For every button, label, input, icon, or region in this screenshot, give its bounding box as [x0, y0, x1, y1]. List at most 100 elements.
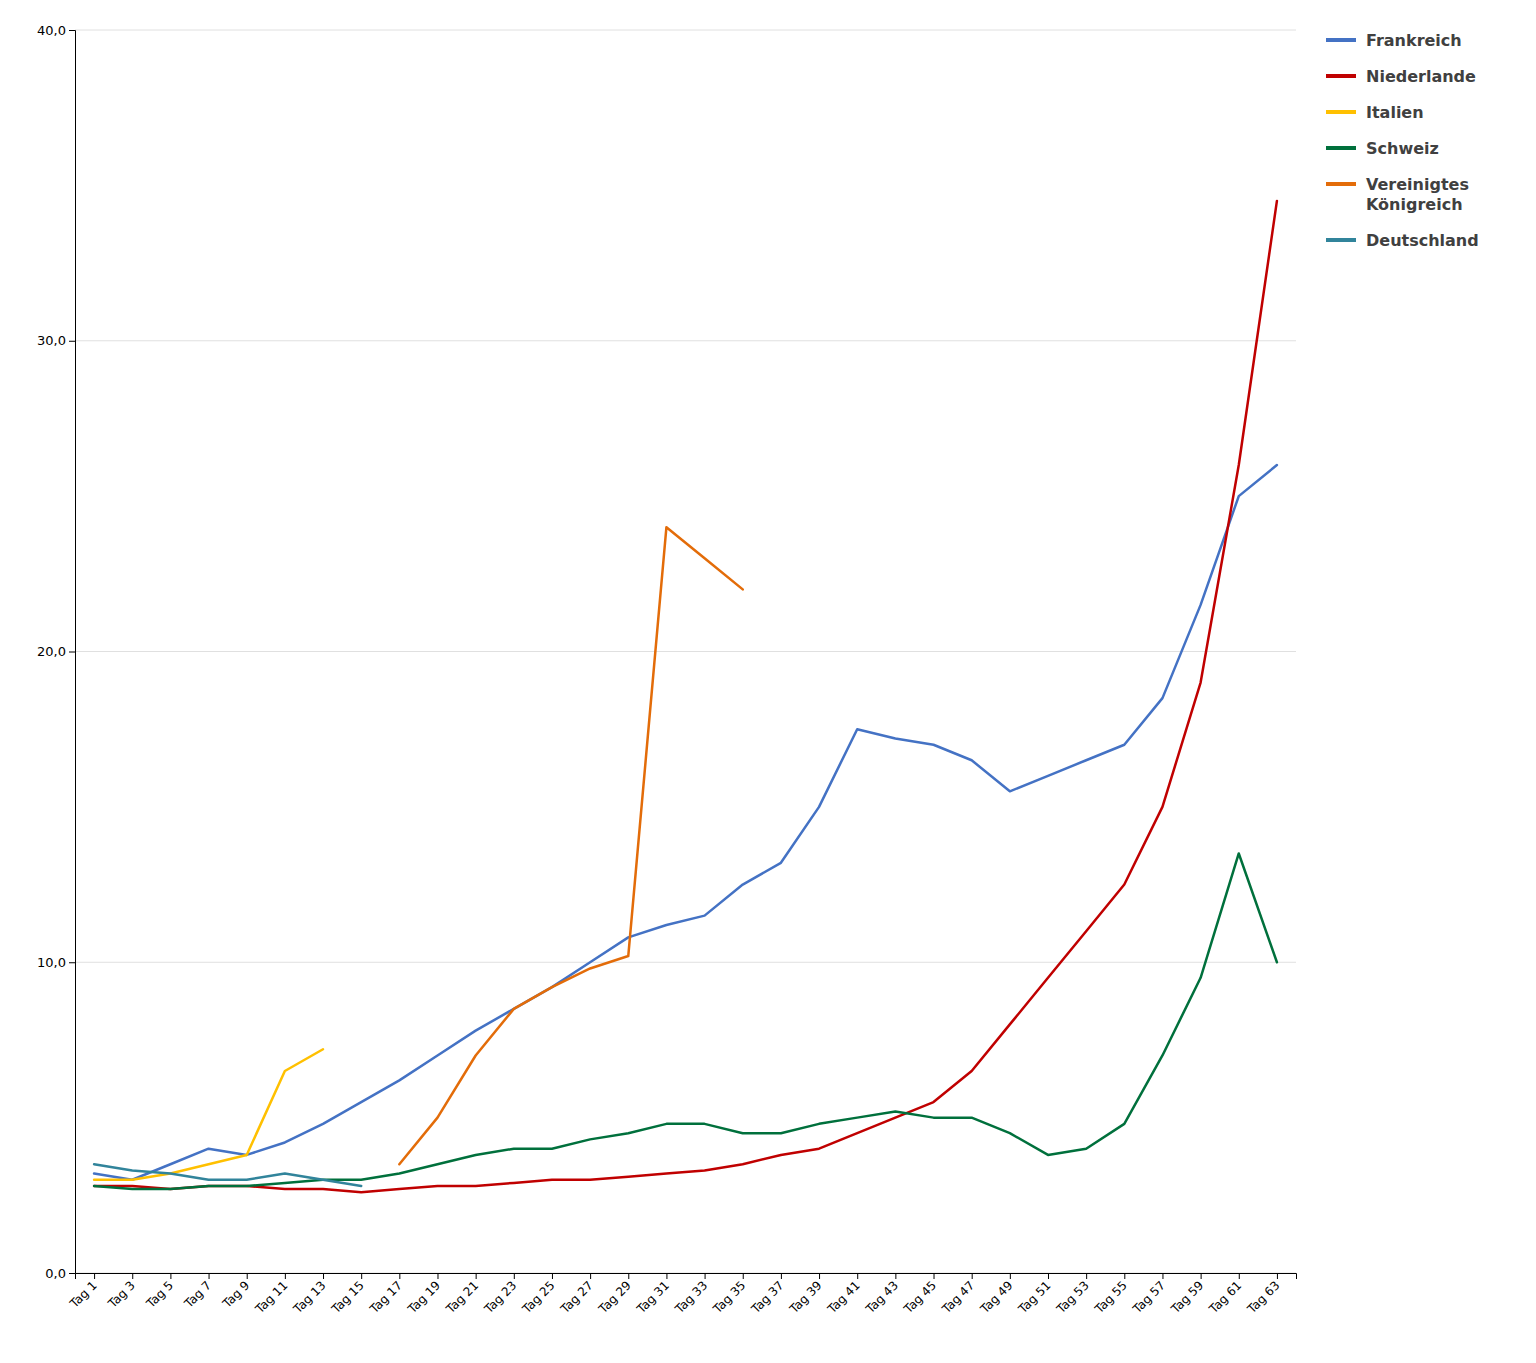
x-tick-mark	[972, 1273, 973, 1279]
x-tick-mark	[666, 1273, 667, 1279]
x-tick-mark	[1201, 1273, 1202, 1279]
y-tick-mark	[69, 652, 75, 653]
x-tick-mark	[132, 1273, 133, 1279]
x-tick: Tag 37	[748, 1273, 786, 1317]
series-line	[94, 465, 1277, 1180]
x-tick-label: Tag 1	[67, 1278, 100, 1311]
series-line	[399, 527, 742, 1164]
x-tick: Tag 29	[595, 1273, 633, 1317]
x-tick-mark	[476, 1273, 477, 1279]
x-tick-label: Tag 17	[366, 1278, 404, 1316]
x-tick: Tag 19	[405, 1273, 443, 1317]
x-tick: Tag 51	[1015, 1273, 1053, 1317]
x-tick: Tag 7	[181, 1273, 214, 1311]
x-tick-label: Tag 19	[405, 1278, 443, 1316]
legend-label: Schweiz	[1366, 139, 1439, 158]
x-tick: Tag 21	[443, 1273, 481, 1317]
y-tick: 20,0	[37, 644, 75, 659]
x-tick-mark	[895, 1273, 896, 1279]
x-tick-mark	[285, 1273, 286, 1279]
x-tick-label: Tag 59	[1168, 1278, 1206, 1316]
series-line	[94, 201, 1277, 1192]
y-tick-mark	[69, 1273, 75, 1274]
x-tick-mark	[743, 1273, 744, 1279]
x-tick-label: Tag 15	[328, 1278, 366, 1316]
x-tick: Tag 5	[143, 1273, 176, 1311]
x-tick-label: Tag 13	[290, 1278, 328, 1316]
x-tick-label: Tag 57	[1130, 1278, 1168, 1316]
x-tick-label: Tag 47	[939, 1278, 977, 1316]
x-tick-mark	[323, 1273, 324, 1279]
x-tick-label: Tag 31	[634, 1278, 672, 1316]
x-tick: Tag 59	[1168, 1273, 1206, 1317]
x-tick-mark	[514, 1273, 515, 1279]
x-tick-label: Tag 25	[519, 1278, 557, 1316]
x-tick-label: Tag 9	[219, 1278, 252, 1311]
x-tick: Tag 35	[710, 1273, 748, 1317]
x-tick: Tag 61	[1206, 1273, 1244, 1317]
x-tick-label: Tag 11	[252, 1278, 290, 1316]
x-tick-mark	[857, 1273, 858, 1279]
x-tick: Tag 53	[1053, 1273, 1091, 1317]
grid-line	[75, 340, 1296, 341]
x-tick-label: Tag 55	[1091, 1278, 1129, 1316]
x-tick-mark	[552, 1273, 553, 1279]
x-tick-label: Tag 29	[595, 1278, 633, 1316]
legend-item: VereinigtesKönigreich	[1326, 175, 1469, 214]
grid-line	[75, 962, 1296, 963]
x-tick-mark	[1086, 1273, 1087, 1279]
x-tick: Tag 47	[939, 1273, 977, 1317]
x-tick-label: Tag 23	[481, 1278, 519, 1316]
legend: Frankreich Niederlande Italien Schweiz Verei…	[1326, 31, 1479, 250]
lines	[94, 201, 1277, 1192]
legend-item: Niederlande	[1326, 67, 1476, 86]
y-axis-line	[69, 31, 76, 1274]
x-tick: Tag 11	[252, 1273, 290, 1317]
x-tick-mark	[934, 1273, 935, 1279]
y-tick-mark	[69, 341, 75, 342]
x-tick-label: Tag 51	[1015, 1278, 1053, 1316]
x-tick-mark	[437, 1273, 438, 1279]
x-tick-mark	[781, 1273, 782, 1279]
x-tick: Tag 49	[977, 1273, 1015, 1317]
legend-swatch	[1326, 238, 1356, 242]
legend-label: Deutschland	[1366, 231, 1479, 250]
x-tick-label: Tag 5	[143, 1278, 176, 1311]
y-tick-label: 40,0	[37, 23, 66, 38]
x-tick-mark	[399, 1273, 400, 1279]
x-tick-mark	[170, 1273, 171, 1279]
x-tick-label: Tag 53	[1053, 1278, 1091, 1316]
x-tick-label: Tag 37	[748, 1278, 786, 1316]
legend-swatch	[1326, 146, 1356, 150]
x-tick: Tag 9	[219, 1273, 252, 1311]
x-tick: Tag 57	[1130, 1273, 1168, 1317]
x-tick-mark	[1239, 1273, 1240, 1279]
x-axis: Tag 1Tag 3Tag 5Tag 7Tag 9Tag 11Tag 13Tag…	[67, 1273, 1297, 1317]
x-tick: Tag 45	[901, 1273, 939, 1317]
x-tick: Tag 63	[1244, 1273, 1282, 1317]
x-tick-mark	[1124, 1273, 1125, 1279]
x-tick-label: Tag 33	[672, 1278, 710, 1316]
x-tick-mark	[1277, 1273, 1278, 1279]
x-tick: Tag 23	[481, 1273, 519, 1317]
x-tick-mark	[1010, 1273, 1011, 1279]
series-line	[94, 1049, 323, 1180]
x-tick: Tag 55	[1091, 1273, 1129, 1317]
y-tick: 40,0	[37, 23, 75, 38]
x-tick-label: Tag 21	[443, 1278, 481, 1316]
grid-line	[75, 30, 1296, 31]
series-line	[94, 853, 1277, 1189]
x-tick: Tag 25	[519, 1273, 557, 1317]
y-tick-label: 30,0	[37, 333, 66, 348]
x-tick-mark	[628, 1273, 629, 1279]
legend-item: Italien	[1326, 103, 1424, 122]
legend-swatch	[1326, 74, 1356, 78]
legend-label: Frankreich	[1366, 31, 1462, 50]
y-tick-label: 20,0	[37, 644, 66, 659]
plot: Tag 1Tag 3Tag 5Tag 7Tag 9Tag 11Tag 13Tag…	[37, 23, 1296, 1317]
x-tick: Tag 27	[557, 1273, 595, 1317]
x-tick-label: Tag 61	[1206, 1278, 1244, 1316]
x-tick: Tag 13	[290, 1273, 328, 1317]
x-tick: Tag 3	[105, 1273, 138, 1311]
x-tick: Tag 15	[328, 1273, 366, 1317]
